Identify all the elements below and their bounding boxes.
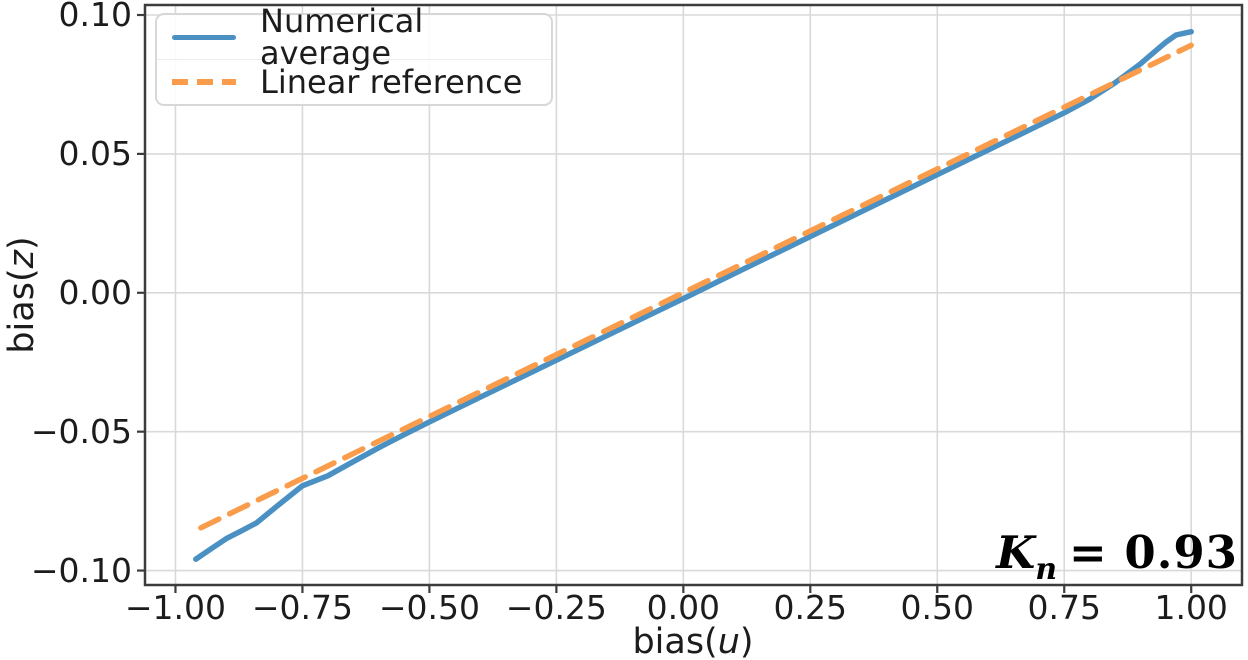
- y-axis-label: bias(z): [2, 236, 42, 353]
- series-solid-line: [193, 28, 1194, 562]
- x-tick-label: 0.25: [773, 588, 848, 627]
- legend-entry-linear-reference: Linear reference: [157, 59, 551, 104]
- series-dashed-line: [198, 42, 1194, 531]
- legend-label: Numerical average: [260, 2, 424, 72]
- x-tick-label: −0.25: [505, 588, 607, 627]
- dashed-line-swatch: [172, 79, 236, 85]
- legend-entry-numerical-average: Numerical average: [157, 5, 551, 69]
- legend: Numerical average Linear reference: [155, 5, 553, 106]
- x-tick-label: 0.50: [900, 588, 974, 627]
- y-tick-label: −0.05: [30, 411, 132, 451]
- x-tick-label: 0.00: [646, 588, 721, 627]
- y-tick-label: 0.00: [58, 272, 132, 312]
- x-tick-label: 0.75: [1027, 588, 1101, 627]
- x-axis-label-suffix: ): [739, 622, 754, 660]
- legend-label: Linear reference: [260, 63, 523, 101]
- y-tick-label: 0.10: [58, 0, 132, 34]
- x-axis-label-variable: u: [717, 622, 740, 660]
- legend-line-sample-solid: [172, 34, 236, 40]
- kn-annotation: Kn = 0.93: [996, 529, 1238, 594]
- x-axis-label: bias(u): [632, 624, 753, 660]
- x-tick-label: −1.00: [124, 588, 227, 627]
- y-tick-label: −0.10: [30, 550, 132, 590]
- x-tick-label: −0.75: [251, 588, 353, 627]
- solid-line-swatch: [172, 34, 236, 40]
- y-axis-label-suffix: ): [2, 236, 42, 250]
- kn-symbol: K: [996, 526, 1036, 579]
- axes-spines: [143, 3, 1244, 587]
- kn-subscript: n: [1035, 552, 1058, 587]
- x-tick-label: −0.50: [378, 588, 480, 627]
- y-tick-label: 0.05: [58, 133, 132, 173]
- x-tick-label: 1.00: [1154, 588, 1228, 627]
- y-axis-label-prefix: bias(: [2, 268, 42, 354]
- y-axis-label-variable: z: [2, 250, 42, 269]
- legend-line-sample-dashed: [172, 79, 236, 85]
- kn-value: = 0.93: [1069, 526, 1238, 579]
- x-axis-label-prefix: bias(: [632, 622, 718, 660]
